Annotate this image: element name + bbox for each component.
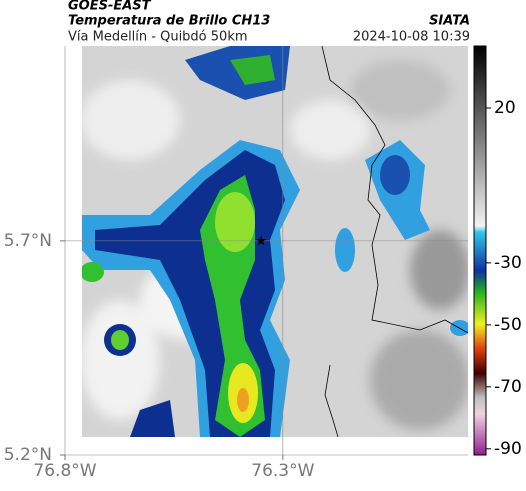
route: Vía Medellín - Quibdó 50km — [68, 30, 248, 45]
y-tick-label: 5.2°N — [4, 445, 52, 465]
colorbar-label: 20 — [494, 98, 516, 118]
colorbar-label: -50 — [494, 315, 522, 335]
y-tick-label: 5.7°N — [4, 231, 52, 251]
satellite-image — [82, 46, 468, 437]
datetime: 2024-10-08 10:39 — [353, 30, 470, 45]
location-marker — [255, 235, 267, 246]
title: Temperatura de Brillo CH13 — [68, 14, 270, 29]
colorbar-label: -30 — [494, 253, 522, 273]
source: GOES-EAST — [68, 0, 152, 14]
colorbar-label: -70 — [494, 377, 522, 397]
x-tick-label: 76.8°W — [33, 461, 96, 481]
org: SIATA — [429, 14, 470, 29]
x-tick-label: 76.3°W — [251, 461, 314, 481]
colorbar-label: -90 — [494, 439, 522, 459]
colorbar — [473, 45, 487, 456]
